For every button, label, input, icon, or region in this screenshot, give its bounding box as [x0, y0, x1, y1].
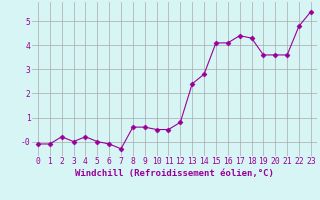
X-axis label: Windchill (Refroidissement éolien,°C): Windchill (Refroidissement éolien,°C): [75, 169, 274, 178]
